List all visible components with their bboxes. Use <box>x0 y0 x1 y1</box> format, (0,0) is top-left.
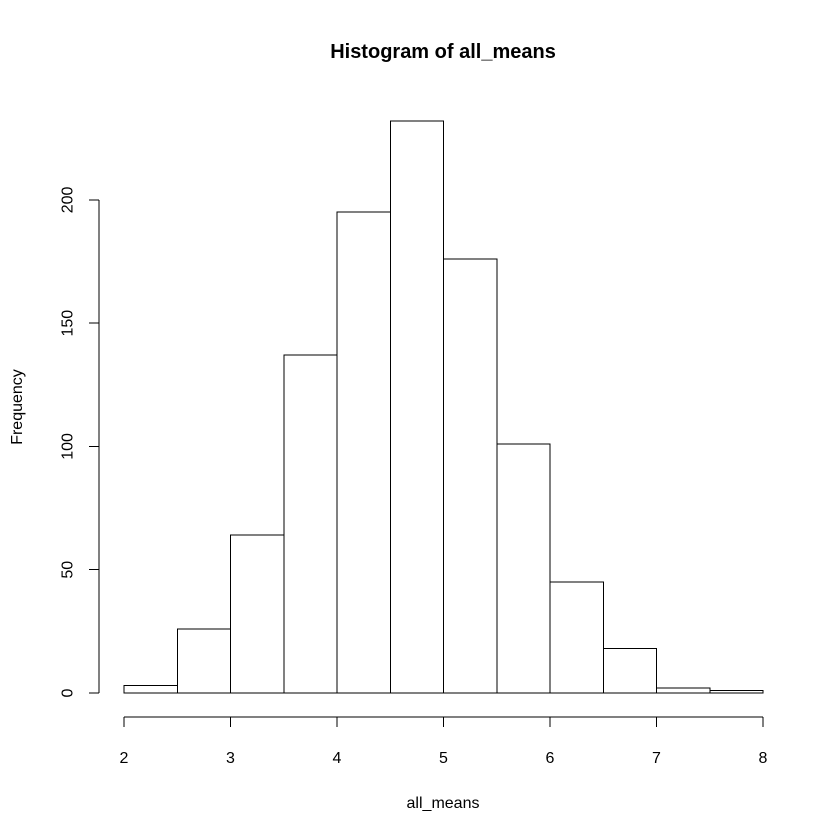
histogram-bar <box>123 685 178 694</box>
histogram-bar <box>176 628 231 694</box>
x-tick-label: 7 <box>652 750 661 767</box>
x-tick-label: 6 <box>546 750 555 767</box>
y-tick-label: 50 <box>60 561 77 579</box>
x-axis: 2 3 4 5 6 7 8 <box>120 716 768 767</box>
x-tick-label: 3 <box>226 750 235 767</box>
x-tick-label: 8 <box>759 750 768 767</box>
histogram-bar <box>283 354 338 694</box>
y-axis-label: Frequency <box>9 369 26 445</box>
x-tick-label: 5 <box>439 750 448 767</box>
y-axis: 0 50 100 150 200 <box>60 186 100 697</box>
y-tick-label: 200 <box>60 186 77 213</box>
histogram-bars <box>123 120 764 694</box>
x-axis-label: all_means <box>407 795 480 812</box>
histogram-bar <box>230 534 285 694</box>
histogram-bar <box>602 648 657 694</box>
histogram-bar <box>496 443 551 694</box>
y-tick-label: 0 <box>60 688 77 697</box>
histogram-bar <box>389 120 444 694</box>
y-tick-label: 100 <box>60 433 77 460</box>
chart-title: Histogram of all_means <box>330 41 556 63</box>
x-tick-label: 2 <box>120 750 129 767</box>
histogram-bar <box>656 687 711 694</box>
histogram-bar <box>549 581 604 694</box>
histogram-bar <box>443 258 498 694</box>
x-tick-label: 4 <box>333 750 342 767</box>
histogram-bar <box>336 211 391 694</box>
histogram-bar <box>709 690 764 694</box>
y-tick-label: 150 <box>60 310 77 337</box>
